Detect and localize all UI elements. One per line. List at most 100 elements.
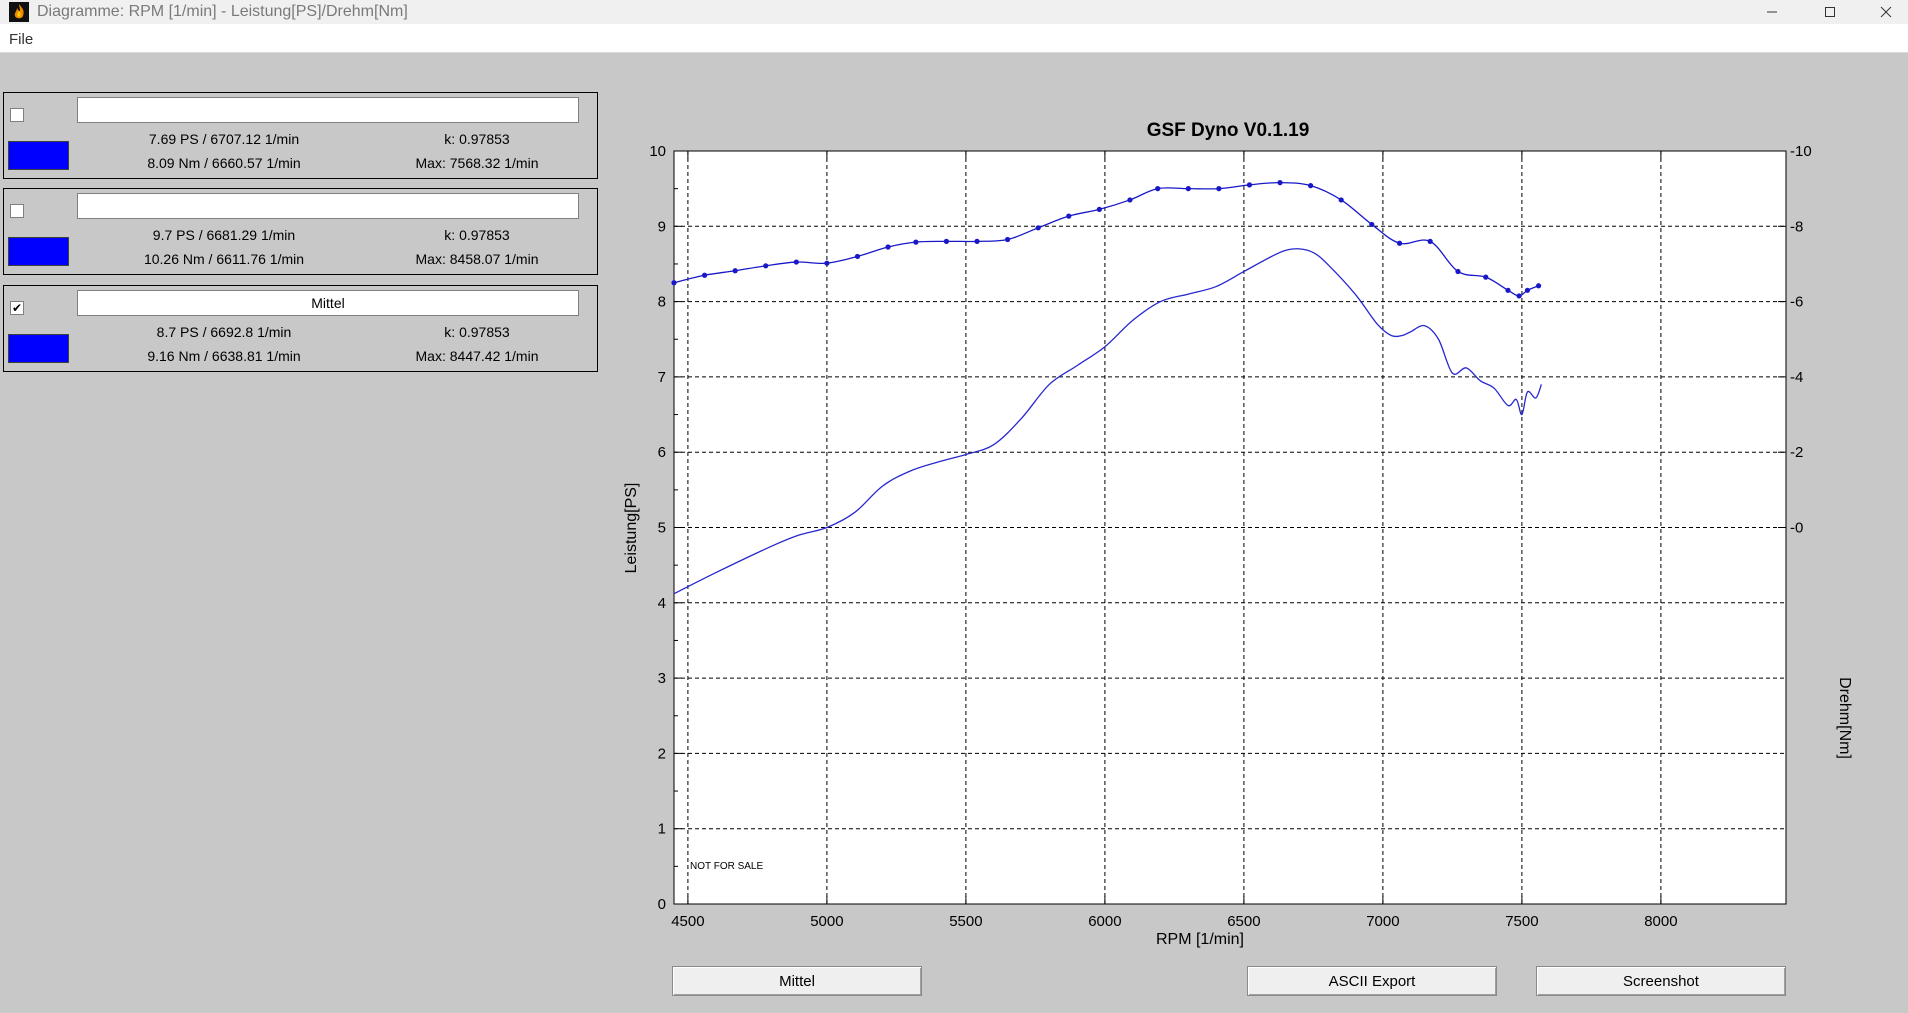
x-tick-label: 6000 [1088, 913, 1121, 930]
mittel-button[interactable]: Mittel [672, 966, 922, 996]
close-icon [1880, 6, 1892, 18]
y2-tick-label: -4 [1790, 369, 1803, 386]
y-tick-label: 4 [658, 595, 666, 612]
chart-grid [674, 151, 1786, 904]
app-flame-icon [9, 2, 29, 22]
y-tick-label: 2 [658, 745, 666, 762]
run-2-torque-readout: 10.26 Nm / 6611.76 1/min [143, 251, 305, 267]
minimize-icon [1767, 11, 1777, 13]
y2-tick-label: -0 [1790, 520, 1803, 537]
run-2-name-field[interactable] [77, 193, 579, 219]
x-tick-label: 6500 [1227, 913, 1260, 930]
torque-point [1455, 268, 1461, 275]
menu-file[interactable]: File [9, 31, 34, 48]
run-3-color-swatch[interactable] [8, 334, 69, 363]
run-3-torque-readout: 9.16 Nm / 6638.81 1/min [147, 348, 301, 364]
y-tick-label: 6 [658, 444, 666, 461]
x-axis-label: RPM [1/min] [1156, 931, 1244, 948]
run-1-name-field[interactable] [77, 97, 579, 123]
minimize-button[interactable] [1750, 0, 1794, 24]
torque-point [943, 238, 950, 244]
torque-point [793, 259, 799, 265]
torque-point [854, 253, 861, 260]
run-3-power-readout: 8.7 PS / 6692.8 1/min [156, 324, 292, 340]
y2-tick-label: -8 [1790, 218, 1803, 235]
y2-tick-label: -6 [1790, 294, 1803, 311]
run-2-checkbox[interactable] [10, 204, 24, 218]
y-tick-label: 9 [658, 218, 666, 235]
y-tick-label: 7 [658, 369, 666, 386]
ascii-export-button[interactable]: ASCII Export [1247, 966, 1497, 996]
power-curve [673, 248, 1542, 595]
torque-point [1216, 186, 1222, 192]
y-tick-label: 5 [658, 520, 666, 537]
run-1-color-swatch[interactable] [8, 141, 69, 170]
x-tick-label: 7000 [1366, 913, 1399, 930]
window-titlebar: Diagramme: RPM [1/min] - Leistung[PS]/Dr… [0, 0, 1908, 24]
y-tick-label: 10 [649, 143, 666, 160]
y2-tick-label: -10 [1790, 143, 1812, 160]
torque-point [1338, 197, 1344, 203]
run-3-k-value: k: 0.97853 [444, 324, 510, 340]
x-tick-label: 5000 [810, 913, 843, 930]
run-1-power-readout: 7.69 PS / 6707.12 1/min [148, 131, 300, 147]
torque-point [824, 260, 830, 266]
run-1-k-value: k: 0.97853 [444, 131, 510, 147]
window-title: Diagramme: RPM [1/min] - Leistung[PS]/Dr… [37, 3, 408, 20]
x-tick-label: 4500 [671, 913, 704, 930]
run-panel-3: ✔ Mittel 8.7 PS / 6692.8 1/min 9.16 Nm /… [3, 285, 598, 372]
torque-point [1066, 213, 1072, 219]
run-3-name-field[interactable]: Mittel [77, 290, 579, 316]
torque-point [1535, 283, 1542, 289]
y-axis-label: Leistung[PS] [623, 483, 640, 574]
torque-point [1396, 240, 1403, 246]
y-tick-label: 8 [658, 294, 666, 311]
torque-point [885, 244, 891, 250]
torque-point [1524, 287, 1531, 293]
x-tick-label: 8000 [1644, 913, 1677, 930]
menu-bar: File [0, 24, 1908, 53]
torque-point [1308, 183, 1314, 189]
run-3-checkbox[interactable]: ✔ [10, 301, 24, 315]
run-3-max-rpm: Max: 8447.42 1/min [415, 348, 539, 364]
torque-point [974, 238, 980, 244]
torque-point [1005, 236, 1011, 243]
run-1-checkbox[interactable] [10, 108, 24, 122]
torque-point [1427, 238, 1433, 244]
run-2-color-swatch[interactable] [8, 237, 69, 266]
torque-point [671, 280, 677, 286]
watermark: NOT FOR SALE [690, 861, 763, 872]
torque-point [1155, 186, 1161, 192]
run-2-max-rpm: Max: 8458.07 1/min [415, 251, 539, 267]
y-tick-label: 0 [658, 896, 666, 913]
run-1-torque-readout: 8.09 Nm / 6660.57 1/min [147, 155, 301, 171]
maximize-button[interactable] [1808, 0, 1852, 24]
y-tick-label: 3 [658, 670, 666, 687]
run-2-k-value: k: 0.97853 [444, 227, 510, 243]
torque-point [1185, 186, 1191, 192]
y2-axis-label: Drehm[Nm] [1836, 677, 1853, 759]
torque-point [1483, 274, 1489, 280]
torque-point [913, 239, 919, 245]
torque-point [1516, 293, 1522, 299]
torque-point [763, 263, 769, 269]
run-panel-2: 9.7 PS / 6681.29 1/min 10.26 Nm / 6611.7… [3, 188, 598, 275]
chart-ticks: 4500 5000 5500 6000 6500 7000 7500 8000 0 1 2 3 4 5 6 7… [649, 143, 1811, 930]
maximize-icon [1825, 7, 1835, 17]
torque-point [1096, 206, 1102, 212]
y2-tick-label: -2 [1790, 444, 1803, 461]
torque-point [1035, 225, 1041, 231]
y-tick-label: 1 [658, 821, 666, 838]
torque-point [1246, 182, 1253, 188]
torque-point [732, 268, 738, 274]
chart-title: GSF Dyno V0.1.19 [1147, 120, 1310, 141]
chart-series [671, 180, 1542, 595]
close-button[interactable] [1864, 0, 1908, 24]
screenshot-button[interactable]: Screenshot [1536, 966, 1786, 996]
torque-point [1127, 197, 1133, 203]
torque-point [1505, 287, 1511, 293]
x-tick-label: 7500 [1505, 913, 1538, 930]
torque-point [1277, 180, 1283, 186]
torque-point [1369, 221, 1375, 228]
